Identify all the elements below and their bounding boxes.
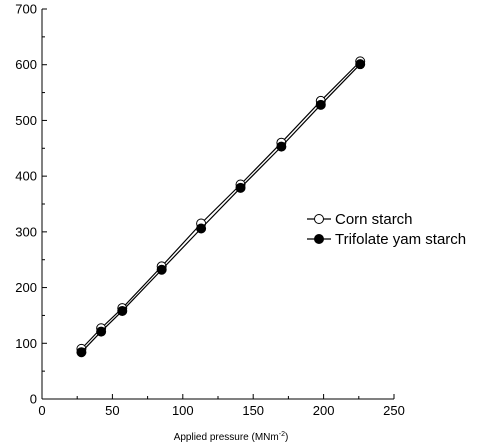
legend-entry-1: Corn starch (307, 211, 413, 228)
legend: Corn starch Trifolate yam starch (307, 211, 466, 248)
x-tick-label: 150 (242, 403, 264, 418)
legend-label: Corn starch (335, 211, 413, 228)
legend-entry-2: Trifolate yam starch (307, 231, 466, 248)
data-point (196, 223, 207, 234)
y-tick-label: 300 (15, 224, 37, 239)
y-tick-label: 0 (30, 392, 37, 407)
x-tick-label: 50 (105, 403, 119, 418)
y-tick-label: 700 (15, 2, 37, 17)
y-tick-label: 500 (15, 113, 37, 128)
y-tick-label: 200 (15, 280, 37, 295)
x-axis-title: Applied pressure (MNm-2) (174, 431, 289, 443)
data-point (156, 264, 167, 275)
series-2 (76, 59, 366, 358)
y-tick-label: 600 (15, 57, 37, 72)
legend-marker (314, 214, 324, 224)
legend-marker (314, 234, 324, 244)
data-point (315, 99, 326, 110)
x-tick-label: 250 (383, 403, 405, 418)
x-tick-label: 100 (172, 403, 194, 418)
data-point (117, 305, 128, 316)
y-tick-label: 400 (15, 169, 37, 184)
axes: 0 100 200 300 400 500 600 700 0 50 100 150 200 250 (15, 2, 405, 419)
data-point (235, 182, 246, 193)
data-point (96, 326, 107, 337)
x-tick-label: 200 (313, 403, 335, 418)
legend-label: Trifolate yam starch (335, 231, 466, 248)
y-tick-label: 100 (15, 336, 37, 351)
series-layer (76, 56, 366, 358)
data-point (355, 59, 366, 70)
data-point (276, 141, 287, 152)
x-tick-label: 0 (38, 403, 45, 418)
data-point (76, 347, 87, 358)
